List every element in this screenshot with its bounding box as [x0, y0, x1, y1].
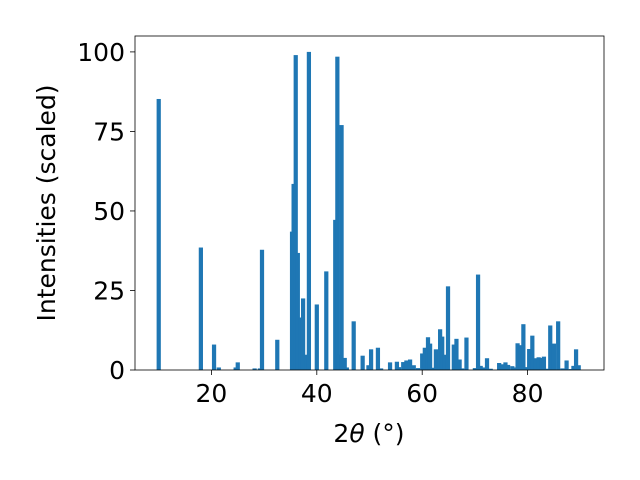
y-tick-label: 100	[77, 38, 125, 67]
bar	[198, 247, 203, 370]
bar	[433, 349, 439, 370]
bar	[560, 368, 565, 370]
bar	[211, 344, 217, 370]
bar	[503, 362, 508, 370]
bar	[488, 368, 493, 370]
bar	[420, 353, 425, 370]
x-tick-label: 40	[301, 379, 333, 408]
bar	[324, 271, 329, 370]
bar	[442, 354, 447, 370]
bar	[510, 366, 515, 370]
bar	[523, 367, 529, 370]
plot-frame	[134, 35, 605, 371]
x-axis: 20 40 60 80	[196, 370, 544, 408]
bar	[431, 367, 436, 370]
bar	[478, 365, 483, 370]
bar	[404, 360, 409, 370]
bar	[539, 357, 544, 370]
bar	[541, 356, 547, 370]
bar	[342, 357, 347, 370]
bar	[360, 355, 365, 370]
bar	[156, 98, 161, 370]
y-axis: 0 25 50 75 100	[77, 38, 135, 385]
bar	[571, 365, 576, 370]
bar	[252, 368, 257, 370]
bar	[378, 368, 384, 370]
x-tick-label: 60	[406, 379, 438, 408]
bar	[451, 344, 456, 370]
bar	[457, 359, 462, 370]
y-tick-label: 75	[93, 117, 125, 146]
x-axis-label: 2θ (°)	[333, 419, 404, 448]
bar	[306, 51, 312, 371]
bar	[521, 324, 526, 370]
x-tick-label: 80	[512, 379, 544, 408]
bar	[366, 365, 371, 370]
bar	[275, 339, 280, 370]
y-tick-label: 50	[93, 197, 125, 226]
bar	[512, 367, 518, 370]
bar	[445, 286, 451, 370]
bar	[344, 367, 349, 370]
bar	[394, 361, 400, 370]
bar	[460, 368, 465, 370]
bar	[475, 274, 481, 370]
bar	[427, 343, 433, 370]
bar	[551, 343, 557, 370]
bar	[351, 321, 356, 370]
bar	[530, 335, 535, 370]
bar	[407, 359, 413, 370]
bar	[564, 360, 569, 370]
bar	[464, 337, 469, 370]
bar	[484, 358, 490, 370]
bar	[235, 362, 240, 370]
bar	[556, 321, 561, 370]
bar	[300, 298, 306, 370]
bar	[411, 365, 416, 370]
bar	[401, 362, 406, 370]
bar	[368, 349, 374, 370]
bar	[497, 363, 502, 370]
bar	[518, 345, 523, 370]
x-tick-label: 20	[196, 379, 228, 408]
bar	[293, 55, 298, 371]
bar	[536, 357, 541, 370]
bar	[339, 125, 344, 370]
bar	[440, 336, 445, 370]
bar	[576, 365, 581, 370]
bar-series	[156, 51, 581, 371]
bar	[568, 369, 573, 370]
bar	[314, 304, 319, 370]
bar	[573, 349, 579, 370]
bar	[216, 367, 221, 370]
bar	[259, 249, 265, 370]
bar	[505, 364, 511, 370]
bar	[548, 325, 553, 370]
bar	[415, 368, 421, 370]
bar	[481, 367, 486, 370]
y-tick-label: 25	[93, 276, 125, 305]
bar	[396, 367, 402, 370]
bar	[527, 349, 532, 370]
y-tick-label: 0	[109, 356, 125, 385]
bar	[500, 364, 505, 370]
bar	[304, 354, 309, 370]
bar	[533, 358, 539, 370]
bar	[335, 56, 340, 371]
bar	[454, 338, 459, 370]
bar	[336, 354, 342, 370]
bar	[295, 252, 300, 370]
bar	[515, 343, 520, 370]
bar	[387, 362, 393, 370]
bar	[544, 368, 549, 370]
bar	[422, 347, 427, 370]
bar	[375, 347, 381, 370]
y-axis-label: Intensities (scaled)	[32, 84, 61, 321]
bar	[472, 368, 478, 370]
